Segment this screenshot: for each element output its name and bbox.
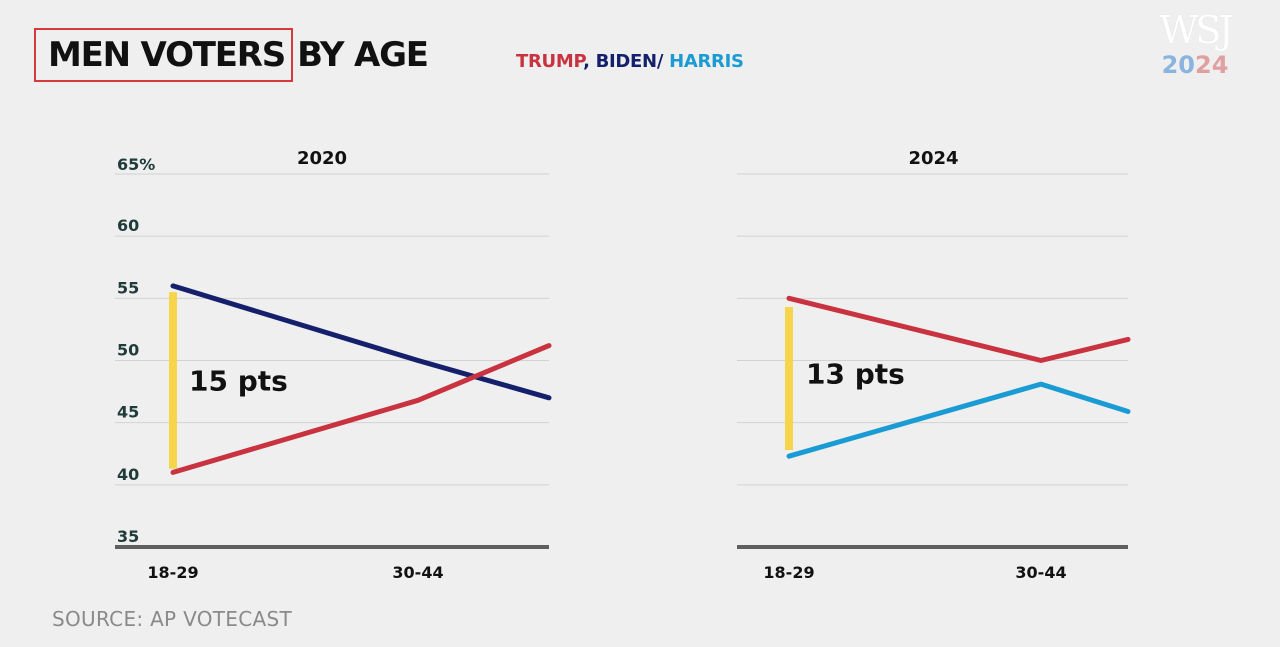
- legend-harris: HARRIS: [669, 51, 744, 72]
- panel-2-series-line-harris: [786, 381, 1131, 459]
- panel-1-title: 2020: [297, 148, 347, 169]
- logo-year-part-2: 24: [1195, 51, 1229, 79]
- y-tick-label: 55: [117, 278, 139, 297]
- y-tick-label: 65%: [117, 155, 155, 174]
- y-tick-label: 40: [117, 465, 139, 484]
- title-highlight-box: MEN VOTERS: [34, 28, 294, 82]
- logo-target-icon: 0: [1178, 51, 1195, 79]
- legend-separator-2: /: [656, 51, 670, 72]
- wsj-wordmark: WSJ: [1159, 8, 1233, 52]
- chart-title: MEN VOTERS BY AGE: [34, 26, 429, 84]
- panel-1-x-tick-label: 18-29: [147, 563, 198, 582]
- legend-biden: BIDEN: [595, 51, 658, 72]
- panel-2-gap-label: 13 pts: [806, 358, 905, 391]
- y-tick-label: 35: [117, 527, 139, 546]
- panel-2-x-tick-label: 30-44: [1015, 563, 1066, 582]
- wsj-2024-logo: WSJ 2024: [1150, 8, 1240, 78]
- y-tick-label: 45: [117, 403, 139, 422]
- legend: TRUMP, BIDEN/ HARRIS: [516, 51, 744, 72]
- panel-1-gap-label: 15 pts: [189, 364, 288, 397]
- source-note: SOURCE: AP VOTECAST: [52, 607, 292, 631]
- logo-year-part-1: 2: [1161, 51, 1179, 79]
- y-tick-label: 60: [117, 216, 139, 235]
- election-year-mark: 2024: [1150, 52, 1240, 78]
- panel-2-x-tick-label: 18-29: [763, 563, 814, 582]
- y-tick-label: 50: [117, 341, 139, 360]
- panel-2-title: 2024: [908, 148, 958, 169]
- panel-2-series-line-trump: [786, 295, 1131, 363]
- title-boxed-text: MEN VOTERS: [48, 35, 286, 75]
- panel-1-series-line-biden: [170, 283, 552, 401]
- title-rest-text: BY AGE: [297, 35, 429, 75]
- panel-1-series-line-trump: [170, 343, 552, 475]
- legend-trump: TRUMP: [516, 51, 584, 72]
- panel-1-x-tick-label: 30-44: [392, 563, 443, 582]
- legend-separator-1: ,: [583, 51, 596, 72]
